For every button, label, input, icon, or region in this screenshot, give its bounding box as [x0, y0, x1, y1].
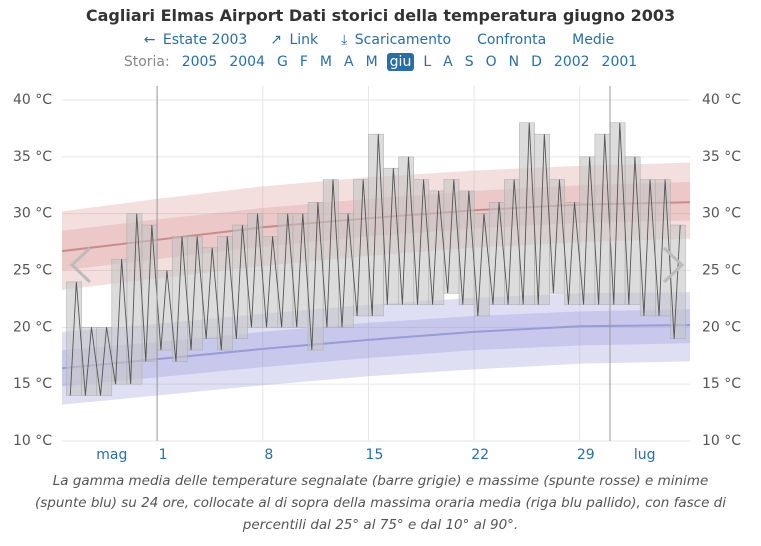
- y-tick-label-right: 30 °C: [702, 206, 741, 222]
- history-item[interactable]: M: [319, 54, 332, 70]
- y-tick-label: 25 °C: [13, 263, 52, 279]
- header-link[interactable]: Medie: [566, 31, 620, 49]
- link-text[interactable]: Link: [289, 32, 319, 48]
- y-tick-label-right: 35 °C: [702, 149, 741, 165]
- history-item[interactable]: giu: [386, 53, 415, 71]
- history-item[interactable]: A: [344, 54, 354, 70]
- link-text[interactable]: Medie: [572, 32, 615, 48]
- history-item[interactable]: A: [443, 54, 453, 70]
- day-bar: [549, 179, 565, 294]
- history-item[interactable]: F: [299, 54, 308, 70]
- link-text[interactable]: Estate 2003: [162, 32, 248, 48]
- y-tick-label: 35 °C: [13, 149, 52, 165]
- temperature-trace: [69, 122, 681, 396]
- history-item[interactable]: 2002: [553, 54, 590, 70]
- day-bar: [156, 270, 173, 351]
- plot: 10 °C 10 °C 15 °C 15 °C 20 °C 20 °C 25 °C 25 °C…: [13, 86, 741, 463]
- history-item[interactable]: D: [531, 54, 542, 70]
- y-tick-label: 30 °C: [13, 206, 52, 222]
- caption: La gamma media delle temperature segnala…: [34, 473, 727, 533]
- x-tick-label: 1: [159, 447, 168, 463]
- history-item[interactable]: M: [365, 54, 378, 70]
- month-label: mag: [96, 447, 127, 463]
- history-item[interactable]: O: [485, 54, 497, 70]
- history-item[interactable]: 2004: [229, 54, 265, 70]
- header-link[interactable]: ↗ Link: [267, 31, 324, 49]
- day-bar: [519, 122, 535, 305]
- prev-arrow[interactable]: [69, 246, 92, 284]
- history-item[interactable]: N: [508, 54, 520, 70]
- link-text[interactable]: Confronta: [477, 32, 547, 48]
- link-text[interactable]: Scaricamento: [354, 32, 452, 48]
- month-label: lug: [634, 447, 656, 463]
- history-item[interactable]: L: [423, 54, 432, 70]
- header: Cagliari Elmas Airport Dati storici dell…: [0, 6, 761, 75]
- header-link[interactable]: ⤓ Scaricamento: [338, 31, 457, 49]
- y-tick-label-right: 20 °C: [702, 319, 741, 335]
- x-tick-label: 29: [577, 447, 595, 463]
- x-tick-label: 8: [264, 447, 273, 463]
- y-tick-label-right: 10 °C: [702, 433, 741, 449]
- history-item[interactable]: 2001: [601, 54, 638, 70]
- y-tick-label: 20 °C: [13, 319, 52, 335]
- y-tick-label: 10 °C: [13, 433, 52, 449]
- day-bar: [111, 258, 128, 385]
- header-link[interactable]: Confronta: [471, 31, 552, 49]
- y-tick-label-right: 15 °C: [702, 376, 741, 392]
- history-item[interactable]: S: [464, 54, 474, 70]
- day-bar: [579, 156, 596, 305]
- day-bar: [670, 224, 686, 339]
- y-tick-label: 15 °C: [13, 376, 52, 392]
- y-tick-label: 40 °C: [13, 92, 52, 108]
- title: Cagliari Elmas Airport Dati storici dell…: [85, 6, 676, 25]
- history-item[interactable]: 2005: [181, 54, 218, 70]
- links: ← Estate 2003 ↗ Link ⤓ Scaricamento Confron…: [0, 31, 761, 49]
- y-tick-label-right: 40 °C: [702, 92, 741, 108]
- history-item[interactable]: G: [276, 54, 288, 70]
- day-bar: [338, 213, 354, 328]
- next-arrow[interactable]: [662, 246, 685, 284]
- x-tick-label: 22: [471, 447, 489, 463]
- day-bar: [81, 327, 97, 396]
- day-bar: [66, 281, 82, 396]
- header-link[interactable]: ← Estate 2003: [141, 31, 254, 49]
- history-label: Storia:: [123, 54, 170, 70]
- x-tick-label: 15: [366, 447, 384, 463]
- y-tick-label-right: 25 °C: [702, 263, 741, 279]
